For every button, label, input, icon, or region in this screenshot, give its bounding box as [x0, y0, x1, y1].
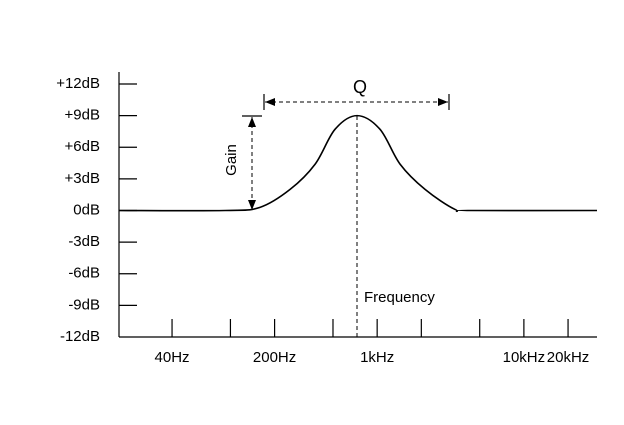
eq-curve [118, 114, 598, 213]
y-tick-label: -3dB [68, 233, 100, 250]
y-tick-label: +3dB [65, 170, 100, 187]
x-tick-label: 200Hz [253, 349, 296, 366]
y-tick-label: 0dB [73, 201, 100, 218]
x-tick-label: 40Hz [155, 349, 190, 366]
x-tick-label: 10kHz [503, 349, 546, 366]
y-tick-label: -12dB [60, 328, 100, 345]
y-tick-label: +12dB [56, 75, 100, 92]
q-label: Q [353, 77, 367, 97]
y-tick-label: -6dB [68, 265, 100, 282]
gain-label: Gain [223, 144, 240, 176]
x-tick-label: 20kHz [547, 349, 590, 366]
y-tick-label: +6dB [65, 138, 100, 155]
frequency-label: Frequency [364, 289, 435, 306]
y-tick-label: -9dB [68, 296, 100, 313]
y-tick-label: +9dB [65, 107, 100, 124]
x-tick-label: 1kHz [360, 349, 394, 366]
